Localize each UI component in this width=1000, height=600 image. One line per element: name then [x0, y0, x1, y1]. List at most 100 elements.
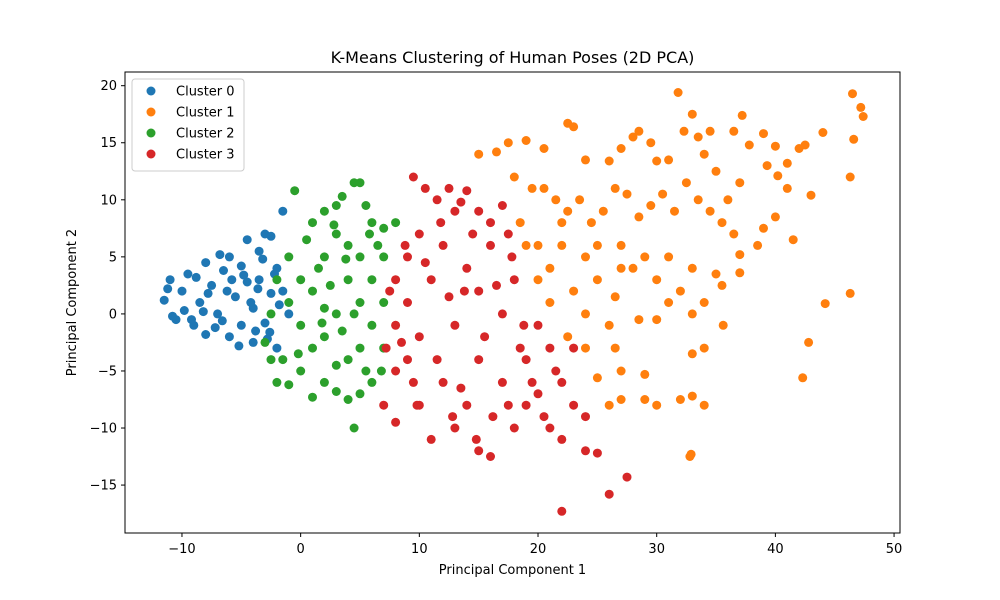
data-point [610, 183, 620, 193]
data-point [272, 377, 282, 387]
legend-marker [146, 128, 156, 138]
x-tick-label: 10 [411, 542, 428, 557]
data-point [551, 366, 561, 376]
data-point [408, 377, 418, 387]
data-point [664, 298, 674, 307]
data-point [462, 400, 472, 410]
data-point [687, 109, 697, 119]
data-point [845, 172, 855, 182]
data-point [420, 258, 430, 268]
x-tick-label: 50 [886, 542, 903, 557]
data-point [246, 298, 256, 307]
data-point [858, 112, 868, 121]
data-point [515, 218, 525, 228]
data-point [705, 126, 715, 136]
data-point [527, 183, 537, 193]
data-point [308, 343, 317, 353]
data-point [507, 252, 517, 262]
data-point [414, 229, 424, 239]
data-point [521, 355, 531, 365]
data-point [177, 286, 187, 296]
legend-label: Cluster 2 [176, 127, 235, 142]
data-point [203, 288, 213, 298]
data-point [675, 395, 685, 404]
data-point [258, 254, 268, 264]
data-point [191, 272, 201, 282]
data-point [563, 332, 573, 342]
data-point [569, 122, 579, 132]
data-point [693, 195, 703, 205]
data-point [759, 223, 768, 233]
data-point [782, 158, 792, 168]
data-point [592, 448, 602, 458]
data-point [319, 252, 329, 262]
data-point [598, 206, 608, 216]
data-point [213, 309, 223, 319]
y-axis-label: Principal Component 2 [65, 229, 80, 376]
data-point [762, 161, 772, 171]
data-point [519, 320, 529, 330]
data-point [391, 275, 401, 285]
data-point [432, 355, 442, 365]
data-point [503, 400, 513, 410]
data-point [634, 212, 644, 222]
data-point [509, 423, 519, 433]
data-point [486, 218, 495, 228]
x-tick-label: 0 [297, 542, 305, 557]
data-point [845, 288, 855, 298]
data-point [687, 349, 697, 359]
data-point [331, 229, 341, 239]
data-point [616, 240, 626, 250]
data-point [462, 186, 472, 196]
x-axis-label: Principal Component 1 [439, 563, 586, 578]
data-point [432, 195, 442, 205]
data-point [272, 343, 282, 353]
data-point [622, 472, 632, 482]
data-point [753, 240, 763, 250]
data-point [616, 366, 626, 376]
data-point [604, 320, 614, 330]
data-point [343, 355, 353, 365]
data-point [699, 400, 709, 410]
data-point [317, 318, 327, 328]
data-point [486, 240, 495, 250]
data-point [217, 316, 227, 326]
data-point [497, 201, 507, 210]
data-point [604, 400, 614, 410]
data-point [367, 377, 377, 387]
data-point [450, 423, 460, 433]
data-point [820, 299, 830, 309]
data-point [575, 195, 585, 205]
data-point [610, 292, 620, 302]
data-point [658, 189, 668, 199]
data-point [234, 341, 244, 351]
x-tick-label: 40 [767, 542, 784, 557]
data-point [592, 240, 602, 250]
data-point [183, 269, 193, 279]
data-point [759, 129, 768, 139]
data-point [319, 332, 329, 342]
x-tick-label: 30 [648, 542, 665, 557]
data-point [718, 320, 728, 330]
data-point [592, 373, 602, 383]
data-point [492, 280, 501, 290]
data-point [349, 309, 359, 319]
data-point [456, 197, 466, 207]
data-point [319, 377, 329, 387]
data-point [616, 144, 626, 153]
data-point [379, 298, 389, 307]
data-point [539, 144, 549, 153]
y-tick-label: −5 [98, 364, 117, 379]
data-point [581, 343, 590, 353]
data-point [545, 263, 555, 273]
x-tick-label: 20 [530, 542, 547, 557]
data-point [699, 343, 709, 353]
data-point [361, 201, 371, 210]
data-point [355, 252, 365, 262]
data-point [284, 252, 294, 262]
data-point [331, 387, 341, 396]
data-point [272, 275, 282, 285]
y-tick-label: 15 [100, 136, 117, 151]
data-point [788, 235, 798, 245]
data-point [391, 417, 401, 427]
